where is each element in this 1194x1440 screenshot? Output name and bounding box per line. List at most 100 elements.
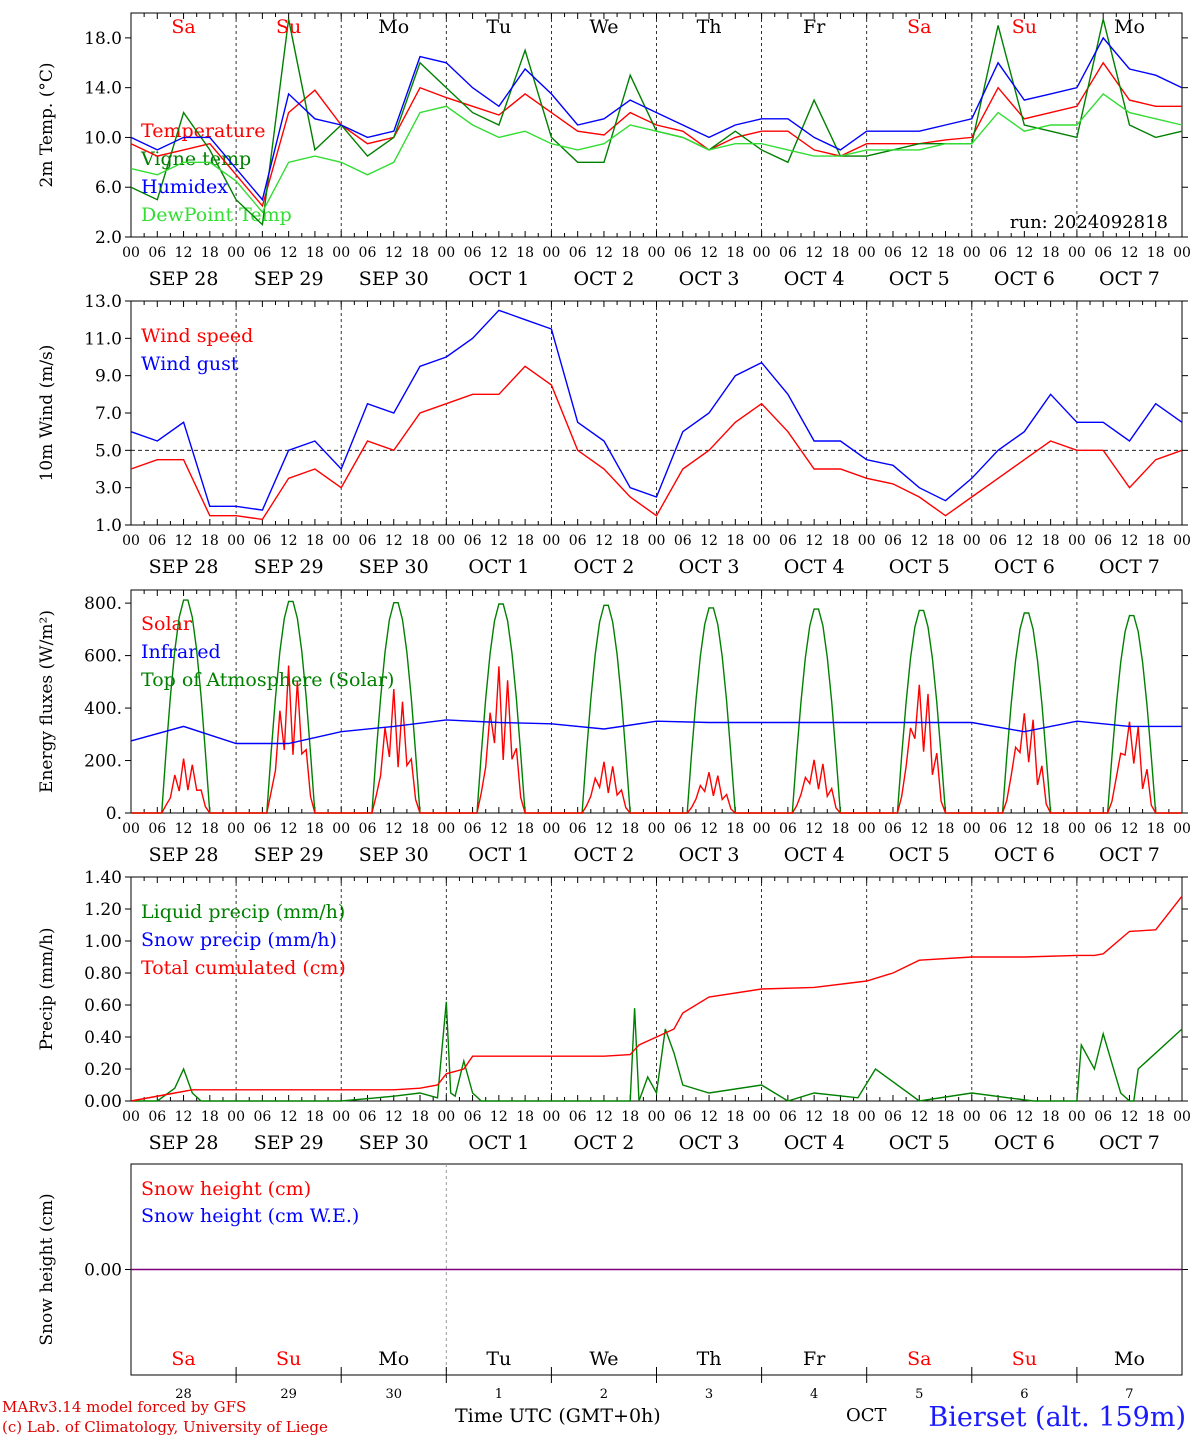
day-number: 3 [705, 1387, 713, 1402]
date-label: OCT 6 [994, 844, 1055, 866]
hour-tick-label: 06 [359, 821, 377, 837]
hour-tick-label: 06 [148, 1109, 166, 1125]
hour-tick-label: 06 [464, 1109, 482, 1125]
hour-tick-label: 12 [1121, 245, 1139, 261]
hour-tick-label: 12 [1015, 1109, 1033, 1125]
date-label: OCT 2 [573, 844, 634, 866]
y-axis-label: 10m Wind (m/s) [37, 345, 57, 482]
hour-tick-label: 00 [858, 245, 876, 261]
hour-tick-label: 06 [884, 245, 902, 261]
legend-entry: Snow height (cm) [141, 1178, 311, 1200]
hour-tick-label: 18 [1042, 533, 1060, 549]
hour-tick-label: 12 [805, 1109, 823, 1125]
hour-tick-label: 06 [989, 245, 1007, 261]
hour-tick-label: 12 [595, 1109, 613, 1125]
y-axis-label: 2m Temp. (°C) [37, 62, 57, 187]
series-line [130, 36, 1183, 202]
weekday-label: Su [1012, 16, 1037, 38]
date-label: OCT 1 [468, 1132, 529, 1154]
hour-tick-label: 00 [122, 245, 140, 261]
hour-tick-label: 18 [937, 1109, 955, 1125]
hour-tick-label: 18 [411, 245, 429, 261]
weekday-label: Fr [803, 1348, 826, 1370]
hour-tick-label: 06 [779, 1109, 797, 1125]
panel-frame [130, 589, 1183, 814]
weekday-label: We [589, 1348, 618, 1370]
hour-tick-label: 00 [648, 533, 666, 549]
hour-tick-label: 06 [989, 533, 1007, 549]
date-label: OCT 7 [1099, 844, 1160, 866]
hour-tick-label: 00 [227, 245, 245, 261]
y-tick-label: 0.40 [84, 1028, 122, 1048]
hour-tick-label: 00 [122, 1109, 140, 1125]
y-axis-label: Precip (mm/h) [37, 927, 57, 1050]
day-number: 30 [385, 1387, 402, 1402]
time-axis-label: Time UTC (GMT+0h) [455, 1405, 661, 1427]
hour-tick-label: 00 [227, 1109, 245, 1125]
hour-tick-label: 06 [884, 821, 902, 837]
date-label: OCT 4 [784, 268, 845, 290]
hour-tick-label: 06 [464, 821, 482, 837]
hour-tick-label: 18 [516, 1109, 534, 1125]
hour-tick-label: 12 [805, 821, 823, 837]
hour-tick-label: 06 [148, 533, 166, 549]
date-label: OCT 1 [468, 556, 529, 578]
infrared-line [130, 719, 1182, 745]
hour-tick-label: 18 [411, 821, 429, 837]
hour-tick-label: 12 [700, 533, 718, 549]
hour-tick-label: 06 [359, 533, 377, 549]
hour-tick-label: 18 [621, 821, 639, 837]
hour-tick-label: 18 [516, 821, 534, 837]
hour-tick-label: 06 [253, 245, 271, 261]
y-tick-label: 2.0 [95, 228, 122, 248]
legend-entry: Solar [141, 613, 193, 635]
hour-tick-label: 00 [648, 245, 666, 261]
hour-tick-label: 12 [175, 1109, 193, 1125]
date-label: OCT 2 [573, 268, 634, 290]
hour-tick-label: 12 [910, 245, 928, 261]
hour-tick-label: 18 [1147, 245, 1165, 261]
series-line [130, 61, 1182, 208]
hour-tick-label: 00 [542, 821, 560, 837]
weekday-label: Su [1012, 1348, 1037, 1370]
hour-tick-label: 18 [306, 533, 324, 549]
hour-tick-label: 12 [175, 821, 193, 837]
hour-tick-label: 12 [385, 245, 403, 261]
hour-tick-label: 06 [779, 245, 797, 261]
hour-tick-label: 18 [726, 533, 744, 549]
series-line [130, 92, 1183, 214]
date-label: SEP 30 [359, 844, 429, 866]
hour-tick-label: 18 [621, 1109, 639, 1125]
date-label: SEP 29 [254, 268, 324, 290]
weekday-label: Tu [486, 16, 511, 38]
day-number: 29 [280, 1387, 297, 1402]
date-label: SEP 28 [149, 268, 219, 290]
hour-tick-label: 00 [437, 245, 455, 261]
hour-tick-label: 12 [595, 821, 613, 837]
weekday-label: Th [697, 16, 722, 38]
model-credit: MARv3.14 model forced by GFS [2, 1398, 247, 1416]
y-tick-label: 1.00 [84, 932, 122, 952]
hour-tick-label: 18 [621, 245, 639, 261]
hour-tick-label: 06 [674, 533, 692, 549]
legend-entry: Wind gust [141, 353, 239, 375]
y-tick-label: 10.0 [84, 128, 122, 148]
hour-tick-label: 06 [989, 821, 1007, 837]
hour-tick-label: 00 [332, 821, 350, 837]
hour-tick-label: 00 [753, 821, 771, 837]
hour-tick-label: 00 [437, 533, 455, 549]
date-label: OCT 6 [994, 556, 1055, 578]
date-label: SEP 30 [359, 556, 429, 578]
hour-tick-label: 18 [1042, 245, 1060, 261]
hour-tick-label: 06 [359, 245, 377, 261]
y-axis-label: Snow height (cm) [37, 1193, 57, 1345]
hour-tick-label: 06 [148, 245, 166, 261]
hour-tick-label: 12 [490, 1109, 508, 1125]
hour-tick-label: 18 [726, 1109, 744, 1125]
hour-tick-label: 12 [490, 245, 508, 261]
date-label: SEP 29 [254, 1132, 324, 1154]
hour-tick-label: 00 [963, 245, 981, 261]
hour-tick-label: 18 [201, 533, 219, 549]
hour-tick-label: 00 [542, 1109, 560, 1125]
hour-tick-label: 06 [253, 821, 271, 837]
